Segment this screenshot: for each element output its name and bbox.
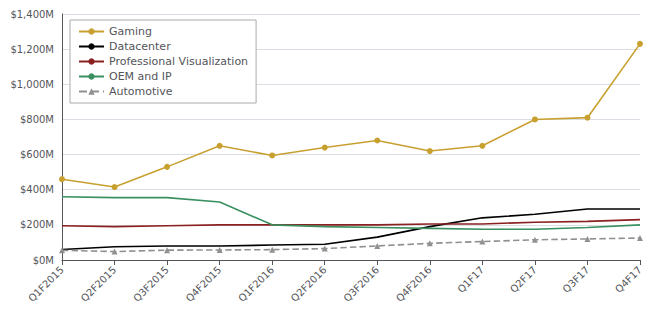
svg-text:Q1F2016: Q1F2016	[236, 264, 276, 304]
svg-text:$600M: $600M	[20, 149, 54, 160]
svg-text:Q4F2015: Q4F2015	[184, 264, 224, 304]
svg-text:Q3F17: Q3F17	[560, 264, 591, 295]
svg-text:Automotive: Automotive	[109, 85, 173, 98]
svg-text:Professional Visualization: Professional Visualization	[109, 55, 248, 68]
svg-text:Q2F2015: Q2F2015	[79, 264, 119, 304]
svg-text:Q4F2016: Q4F2016	[394, 264, 434, 304]
svg-text:$800M: $800M	[20, 114, 54, 125]
svg-text:Q2F2016: Q2F2016	[289, 264, 329, 304]
svg-text:$0M: $0M	[33, 255, 54, 266]
svg-text:$200M: $200M	[20, 219, 54, 230]
svg-text:$1,000M: $1,000M	[10, 79, 54, 90]
svg-text:$1,200M: $1,200M	[10, 44, 54, 55]
svg-text:$1,400M: $1,400M	[10, 9, 54, 20]
svg-text:Q2F17: Q2F17	[508, 264, 539, 295]
svg-text:Q4F17: Q4F17	[613, 264, 644, 295]
svg-text:Q1F2015: Q1F2015	[26, 264, 66, 304]
svg-text:Q3F2016: Q3F2016	[341, 264, 381, 304]
svg-text:Q1F17: Q1F17	[455, 264, 486, 295]
svg-text:$400M: $400M	[20, 184, 54, 195]
svg-text:Datacenter: Datacenter	[109, 40, 171, 53]
svg-text:OEM and IP: OEM and IP	[109, 70, 172, 83]
svg-text:Gaming: Gaming	[109, 25, 152, 38]
svg-text:Q3F2015: Q3F2015	[131, 264, 171, 304]
